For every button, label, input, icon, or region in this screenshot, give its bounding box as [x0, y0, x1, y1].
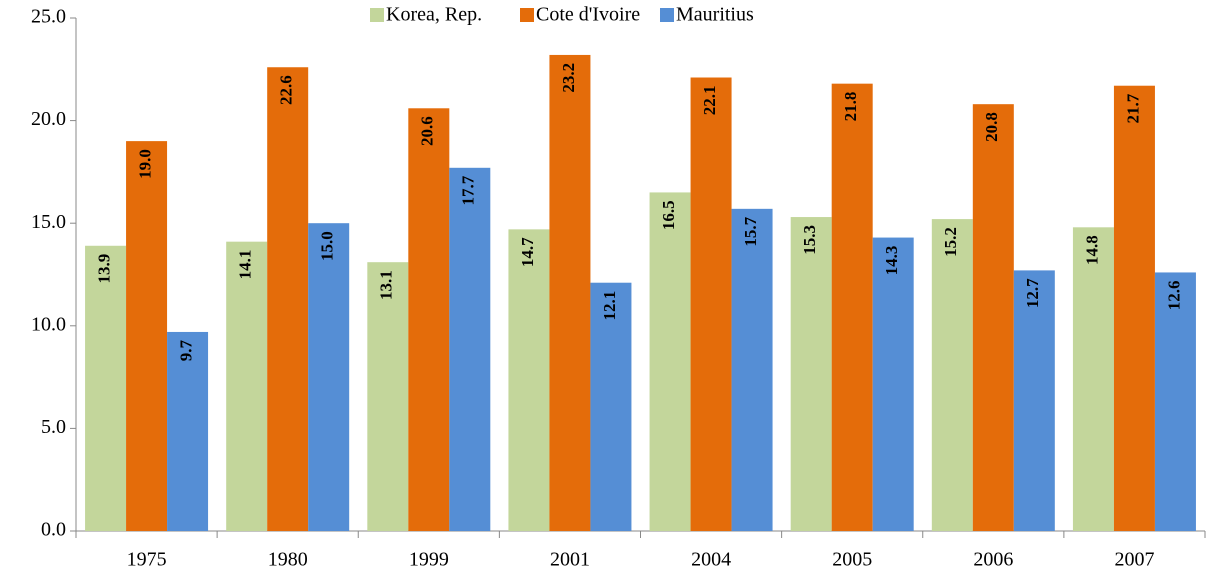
bar	[1154, 272, 1196, 531]
bar	[408, 108, 450, 532]
bar	[972, 104, 1014, 532]
bar	[831, 83, 873, 531]
value-label: 15.2	[941, 227, 960, 257]
bar	[590, 282, 632, 531]
bar	[367, 262, 409, 531]
y-tick-label: 15.0	[31, 211, 66, 233]
value-label: 15.0	[318, 231, 337, 261]
bar	[226, 241, 268, 531]
value-label: 21.8	[841, 92, 860, 122]
legend-label: Mauritius	[676, 4, 754, 26]
value-label: 12.7	[1023, 278, 1042, 308]
value-label: 22.6	[277, 75, 296, 105]
value-label: 15.7	[741, 216, 760, 246]
value-label: 17.7	[459, 175, 478, 205]
value-label: 12.1	[600, 291, 619, 321]
value-label: 14.1	[236, 250, 255, 280]
value-label: 13.1	[377, 270, 396, 300]
value-label: 16.5	[659, 200, 678, 230]
y-tick-label: 10.0	[31, 313, 66, 335]
value-label: 22.1	[700, 86, 719, 116]
y-tick-label: 0.0	[41, 519, 66, 541]
bar	[1113, 85, 1155, 531]
y-tick-label: 25.0	[31, 6, 66, 28]
bar	[790, 217, 832, 531]
x-tick-label: 2005	[832, 549, 872, 571]
value-label: 13.9	[94, 254, 113, 284]
bar	[1072, 227, 1114, 531]
value-label: 14.3	[882, 246, 901, 276]
legend-swatch	[660, 8, 674, 22]
x-tick-label: 2006	[973, 549, 1013, 571]
value-label: 14.8	[1082, 235, 1101, 265]
value-label: 9.7	[176, 339, 195, 361]
value-label: 19.0	[135, 149, 154, 179]
bar	[872, 237, 914, 531]
bar	[85, 245, 127, 531]
bar	[167, 331, 209, 531]
bar	[1013, 270, 1055, 531]
value-label: 21.7	[1123, 93, 1142, 123]
bar	[508, 229, 550, 531]
bar	[731, 208, 773, 531]
bar	[267, 67, 309, 532]
bar	[549, 54, 591, 531]
value-label: 15.3	[800, 225, 819, 255]
x-tick-label: 2007	[1114, 549, 1154, 571]
x-tick-label: 1999	[409, 549, 449, 571]
bar	[126, 141, 168, 531]
legend-label: Cote d'Ivoire	[536, 4, 640, 26]
legend-swatch	[370, 8, 384, 22]
bar	[690, 77, 732, 532]
value-label: 12.6	[1164, 280, 1183, 310]
bar	[649, 192, 691, 532]
x-tick-label: 1980	[268, 549, 308, 571]
value-label: 20.6	[418, 116, 437, 146]
x-tick-label: 2004	[691, 549, 731, 571]
bar	[931, 219, 973, 531]
legend-swatch	[520, 8, 534, 22]
bar	[449, 167, 491, 531]
value-label: 14.7	[518, 237, 537, 267]
value-label: 20.8	[982, 112, 1001, 142]
x-tick-label: 2001	[550, 549, 590, 571]
y-tick-label: 5.0	[41, 416, 66, 438]
value-label: 23.2	[559, 63, 578, 93]
y-tick-label: 20.0	[31, 108, 66, 130]
x-tick-label: 1975	[127, 549, 167, 571]
bar	[308, 223, 350, 531]
legend-label: Korea, Rep.	[386, 4, 482, 26]
